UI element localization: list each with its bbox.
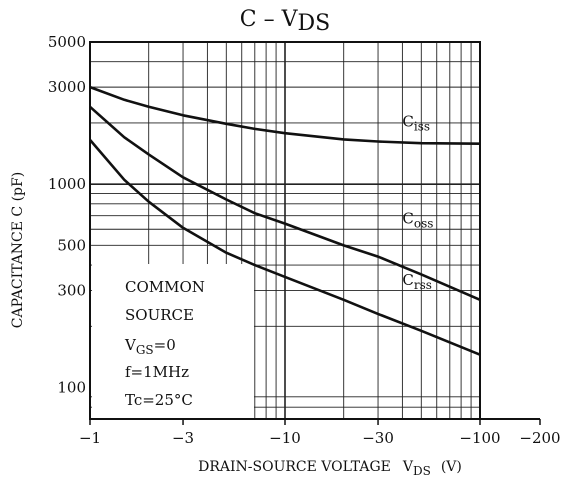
ticks: −1 −3 −10 −30 −100 −200 100 300 500 1000 3000 5000 (48, 33, 561, 447)
x-tick-label: −1 (79, 429, 101, 447)
conditions-text: COMMON SOURCE VGS=0 f=1MHz Tc=25°C (124, 278, 205, 409)
y-tick-label: 5000 (48, 33, 86, 51)
y-axis-label: CAPACITANCE C (pF) (10, 172, 26, 328)
note-line-common: COMMON (125, 278, 205, 296)
series-line-ciss (89, 85, 481, 145)
y-tick-label: 500 (57, 236, 86, 254)
note-line-temp: Tc=25°C (125, 391, 193, 409)
grid (90, 42, 480, 419)
y-tick-label: 3000 (48, 78, 86, 96)
note-line-vgs: VGS=0 (124, 336, 176, 357)
series-line-coss (89, 105, 481, 301)
series-line-crss (89, 139, 481, 356)
curve-label-crss: Crss (402, 271, 432, 292)
conditions-box (92, 264, 254, 419)
x-tick-label: −30 (362, 429, 394, 447)
y-tick-label: 100 (57, 378, 86, 396)
note-line-freq: f=1MHz (125, 363, 189, 381)
x-tick-label: −100 (459, 429, 500, 447)
x-tick-label: −3 (172, 429, 194, 447)
x-tick-label: −10 (269, 429, 301, 447)
x-tick-label: −200 (519, 429, 560, 447)
curve-label-coss: Coss (402, 210, 433, 231)
curve-label-ciss: Ciss (402, 113, 430, 134)
x-axis-label: DRAIN-SOURCE VOLTAGE VDS (V) (198, 459, 462, 478)
series (89, 85, 481, 356)
curve-labels: Ciss Coss Crss (402, 113, 433, 292)
y-tick-label: 1000 (48, 175, 86, 193)
note-line-source: SOURCE (125, 306, 194, 324)
chart-title: C – VDS (240, 7, 330, 36)
y-tick-label: 300 (57, 281, 86, 299)
